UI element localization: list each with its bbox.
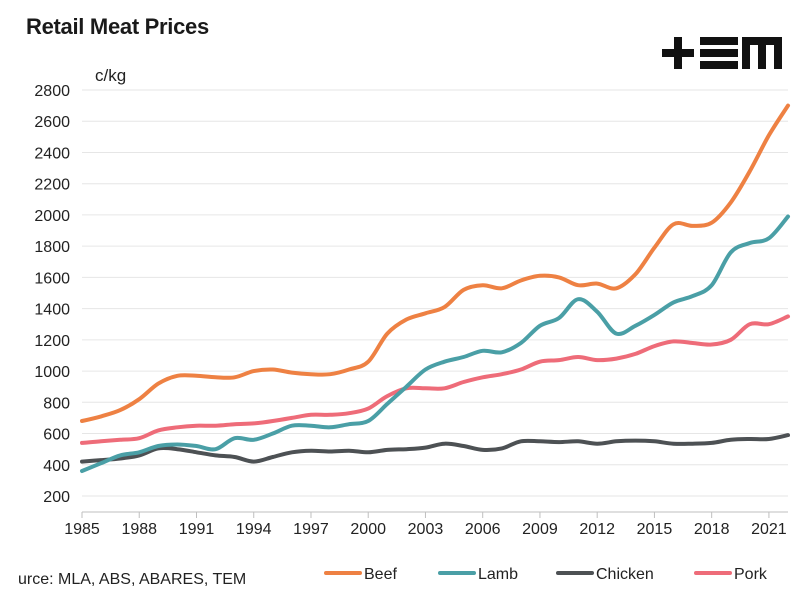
series-line-lamb: [80, 214, 790, 473]
y-tick-label: 1800: [34, 239, 70, 256]
y-tick-label: 1200: [34, 333, 70, 350]
x-tick-label: 1988: [121, 521, 157, 538]
y-tick-label: 2800: [34, 83, 70, 100]
chart-title: Retail Meat Prices: [26, 14, 209, 39]
x-axis-ticks: 1985 1988 1991 1994 1997 2000 2003 2006 2009 2012…: [64, 512, 787, 538]
series-line-pork: [80, 314, 790, 445]
x-tick-label: 2009: [522, 521, 558, 538]
y-tick-label: 2600: [34, 114, 70, 131]
y-tick-label: 600: [43, 427, 70, 444]
legend-label-beef: Beef: [364, 566, 397, 583]
legend-label-chicken: Chicken: [596, 566, 654, 583]
x-tick-label: 2003: [408, 521, 444, 538]
series-lines: [80, 103, 790, 473]
y-tick-label: 1600: [34, 270, 70, 287]
source-note: urce: MLA, ABS, ABARES, TEM: [18, 571, 247, 588]
x-tick-label: 2012: [579, 521, 615, 538]
y-tick-label: 2200: [34, 177, 70, 194]
x-tick-label: 1997: [293, 521, 329, 538]
y-axis-unit-label: c/kg: [95, 66, 127, 85]
y-tick-label: 1400: [34, 302, 70, 319]
grid-lines: [82, 89, 788, 497]
legend: Beef Lamb Chicken Pork: [324, 566, 768, 583]
x-tick-label: 2018: [694, 521, 730, 538]
y-tick-label: 400: [43, 458, 70, 475]
y-tick-label: 2400: [34, 145, 70, 162]
x-tick-label: 2006: [465, 521, 501, 538]
legend-label-pork: Pork: [734, 566, 768, 583]
x-tick-label: 2000: [350, 521, 386, 538]
y-tick-label: 800: [43, 395, 70, 412]
x-tick-label: 2015: [637, 521, 673, 538]
legend-label-lamb: Lamb: [478, 566, 518, 583]
y-tick-label: 1000: [34, 364, 70, 381]
x-tick-label: 1991: [179, 521, 215, 538]
y-tick-label: 2000: [34, 208, 70, 225]
x-tick-label: 2021: [751, 521, 787, 538]
x-tick-label: 1994: [236, 521, 272, 538]
series-line-beef: [80, 103, 790, 423]
y-axis-ticks: 200 400 600 800 1000 1200 1400 1600 1800 2000 2200…: [34, 83, 70, 506]
tem-logo: [662, 37, 782, 69]
x-tick-label: 1985: [64, 521, 100, 538]
series-line-chicken: [80, 433, 790, 464]
y-tick-label: 200: [43, 489, 70, 506]
